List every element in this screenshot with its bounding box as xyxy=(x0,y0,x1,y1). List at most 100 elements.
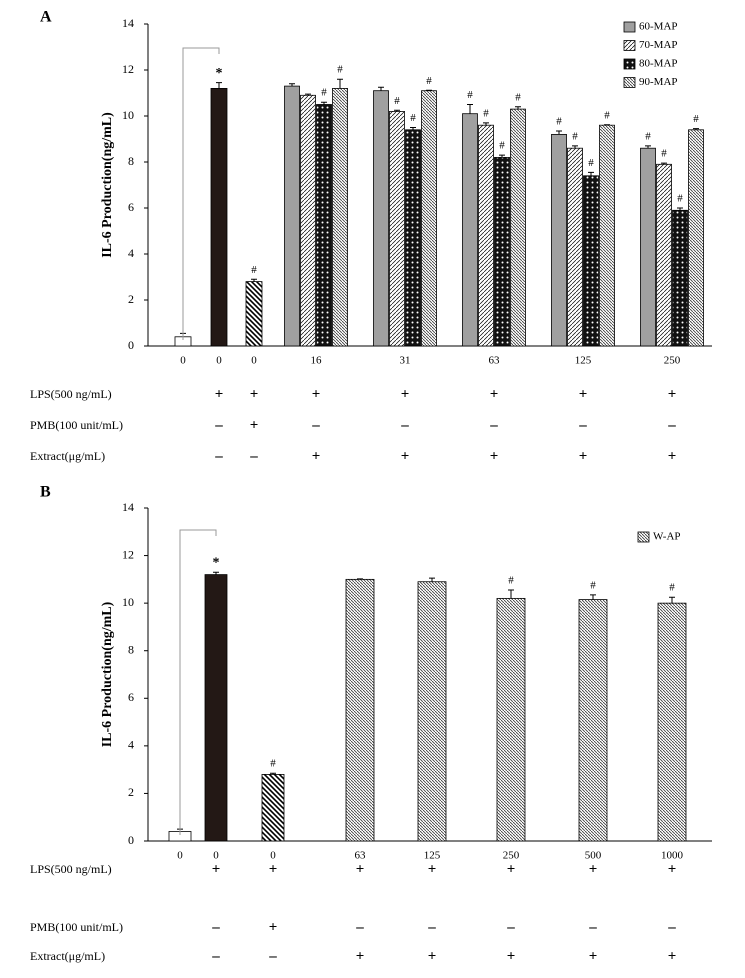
error-bar xyxy=(556,130,562,135)
treatment-label: PMB(100 unit/mL) xyxy=(30,418,123,432)
y-tick-label: 0 xyxy=(128,833,134,847)
bar xyxy=(204,574,228,842)
treatment-sign: – xyxy=(211,948,220,964)
treatment-sign: + xyxy=(269,861,278,877)
treatment-sign: + xyxy=(579,386,588,402)
treatment-sign: + xyxy=(507,948,516,964)
significance-marker: # xyxy=(483,107,489,119)
legend-label: 70-MAP xyxy=(639,39,678,51)
significance-marker: # xyxy=(515,91,521,103)
bar xyxy=(672,209,688,347)
y-axis-label: IL-6 Production(ng/mL) xyxy=(100,112,115,258)
y-tick-label: 8 xyxy=(128,642,134,656)
bar xyxy=(496,597,526,842)
significance-marker: # xyxy=(410,112,416,124)
error-bar xyxy=(394,109,400,112)
error-bar xyxy=(508,589,514,599)
treatment-sign: + xyxy=(668,448,677,464)
significance-marker: # xyxy=(590,579,596,591)
error-bar xyxy=(661,162,667,165)
treatment-sign: + xyxy=(490,386,499,402)
y-tick-label: 2 xyxy=(128,785,134,799)
significance-marker: # xyxy=(693,113,699,125)
x-tick-label: 16 xyxy=(311,355,323,367)
x-tick-label: 31 xyxy=(400,355,411,367)
treatment-sign: – xyxy=(506,919,515,935)
significance-marker: # xyxy=(669,582,675,594)
treatment-sign: – xyxy=(400,417,409,433)
bar xyxy=(300,94,316,347)
error-bar xyxy=(216,82,222,89)
treatment-label: Extract(μg/mL) xyxy=(30,949,105,963)
bar xyxy=(510,108,526,347)
significance-marker: # xyxy=(499,140,505,152)
treatment-sign: + xyxy=(212,861,221,877)
error-bar xyxy=(515,106,521,110)
legend-swatch xyxy=(623,58,636,70)
error-bar xyxy=(590,594,596,600)
error-bar xyxy=(270,772,276,775)
x-tick-label: 63 xyxy=(355,850,367,862)
treatment-sign: + xyxy=(250,386,259,402)
treatment-label: LPS(500 ng/mL) xyxy=(30,387,112,401)
treatment-sign: + xyxy=(401,448,410,464)
treatment-sign: – xyxy=(588,919,597,935)
bar xyxy=(578,599,608,842)
treatment-sign: – xyxy=(214,417,223,433)
bar xyxy=(583,175,599,347)
legend-swatch xyxy=(623,77,636,88)
treatment-sign: + xyxy=(579,448,588,464)
x-tick-label: 250 xyxy=(664,355,681,367)
treatment-sign: – xyxy=(667,417,676,433)
significance-marker: * xyxy=(216,66,223,81)
bar xyxy=(245,281,263,347)
treatment-sign: + xyxy=(507,861,516,877)
significance-marker: # xyxy=(251,264,257,276)
bar xyxy=(462,113,478,347)
bar xyxy=(316,104,332,347)
panel-label: B xyxy=(40,484,51,501)
x-tick-label: 500 xyxy=(585,850,602,862)
y-axis-label: IL-6 Production(ng/mL) xyxy=(100,601,115,747)
treatment-sign: + xyxy=(356,948,365,964)
legend-label: W-AP xyxy=(653,531,681,543)
treatment-sign: + xyxy=(428,948,437,964)
legend-swatch xyxy=(623,21,636,33)
significance-marker: # xyxy=(508,575,514,587)
error-bar xyxy=(337,78,343,89)
x-tick-label: 125 xyxy=(575,355,592,367)
error-bar xyxy=(467,104,473,114)
bar xyxy=(345,578,375,842)
bar xyxy=(389,111,405,347)
bar xyxy=(417,581,447,842)
y-tick-label: 4 xyxy=(128,246,134,260)
y-tick-label: 12 xyxy=(122,547,134,561)
bar xyxy=(688,129,704,347)
bar xyxy=(478,124,494,347)
significance-marker: # xyxy=(321,87,327,99)
y-tick-label: 14 xyxy=(122,16,134,30)
error-bar xyxy=(213,571,219,575)
y-tick-label: 4 xyxy=(128,738,134,752)
bar xyxy=(657,602,687,842)
treatment-sign: + xyxy=(490,448,499,464)
x-tick-label: 1000 xyxy=(661,850,684,862)
treatment-sign: + xyxy=(250,417,259,433)
x-tick-label: 0 xyxy=(213,850,219,862)
bar xyxy=(421,90,437,347)
treatment-sign: – xyxy=(355,919,364,935)
y-tick-label: 14 xyxy=(122,500,134,514)
y-tick-label: 10 xyxy=(122,595,134,609)
x-tick-label: 250 xyxy=(503,850,520,862)
treatment-sign: + xyxy=(356,861,365,877)
significance-marker: # xyxy=(337,64,343,76)
treatment-label: PMB(100 unit/mL) xyxy=(30,920,123,934)
error-bar xyxy=(289,83,295,87)
treatment-sign: + xyxy=(668,386,677,402)
legend-label: 90-MAP xyxy=(639,76,678,88)
treatment-sign: – xyxy=(427,919,436,935)
treatment-label: LPS(500 ng/mL) xyxy=(30,862,112,876)
legend-swatch xyxy=(637,531,650,543)
treatment-sign: + xyxy=(589,948,598,964)
